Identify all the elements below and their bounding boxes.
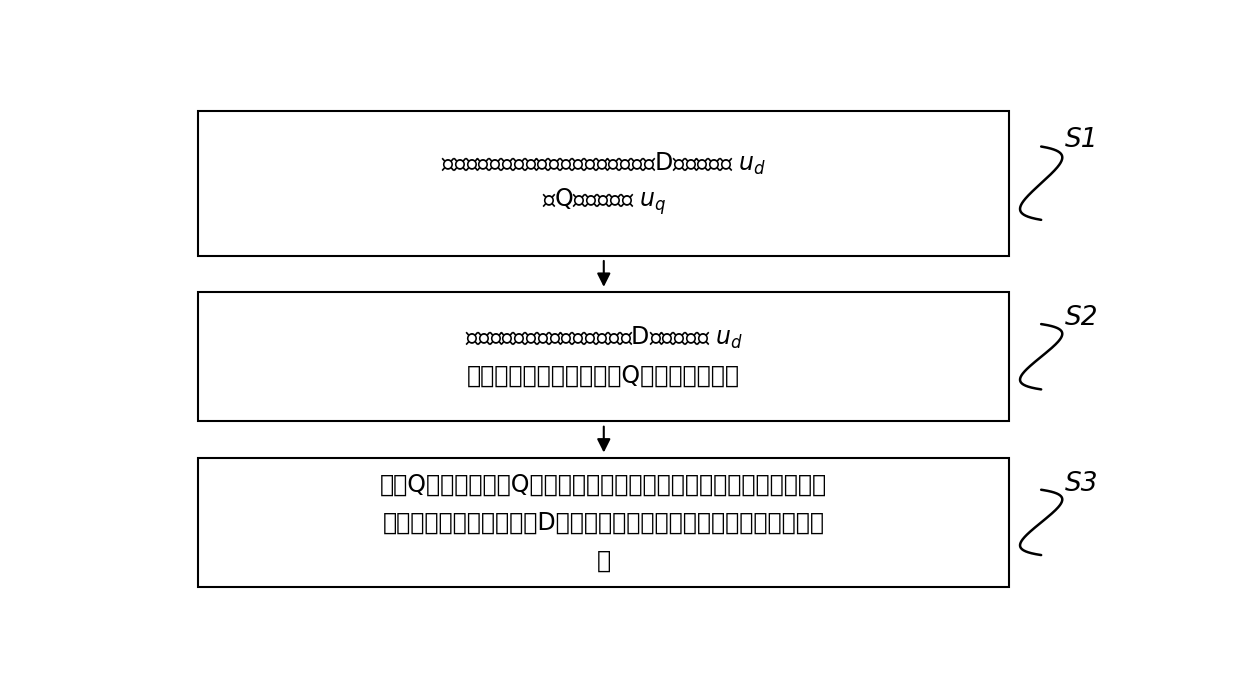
Bar: [198, 458, 1010, 587]
Text: 制: 制: [597, 548, 611, 572]
Text: S2: S2: [1064, 305, 1098, 331]
Text: S1: S1: [1064, 127, 1098, 153]
Text: 获取输出电压限制阈值，并根据D轴输出电压 $u_d$: 获取输出电压限制阈值，并根据D轴输出电压 $u_d$: [465, 324, 743, 351]
Text: S3: S3: [1064, 471, 1098, 497]
Text: 和Q轴输出电压 $u_q$: 和Q轴输出电压 $u_q$: [541, 186, 665, 217]
Bar: [198, 111, 1010, 255]
Text: 和输出电压限制阈值获取Q轴电压限制阈值: 和输出电压限制阈值获取Q轴电压限制阈值: [467, 363, 740, 388]
Bar: [198, 292, 1010, 421]
Text: 根据Q轴输出电压和Q轴电压限制阈值生成弱磁电流，并将弱磁电流叠: 根据Q轴输出电压和Q轴电压限制阈值生成弱磁电流，并将弱磁电流叠: [380, 473, 828, 497]
Text: 获取永磁同步电机系统的旋转坐标系下的D轴输出电压 $u_d$: 获取永磁同步电机系统的旋转坐标系下的D轴输出电压 $u_d$: [441, 151, 767, 178]
Text: 加至永磁同步电机系统的D轴电流闭环，以对永磁同步电机进行弱磁控: 加至永磁同步电机系统的D轴电流闭环，以对永磁同步电机进行弱磁控: [383, 510, 825, 534]
